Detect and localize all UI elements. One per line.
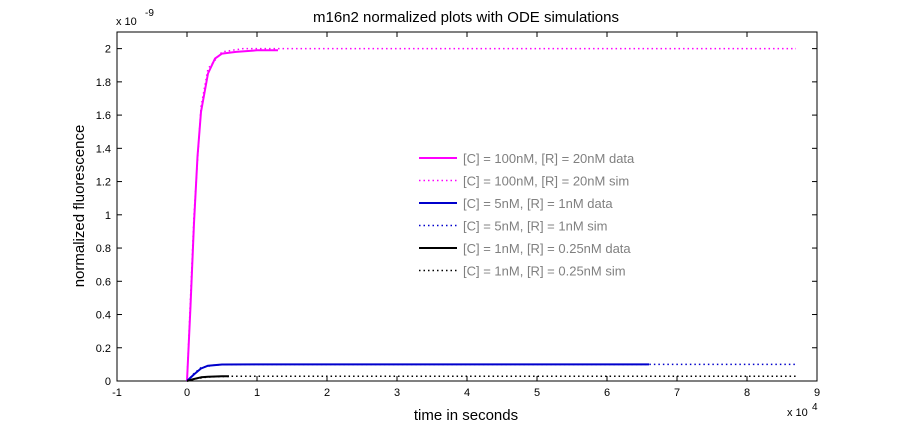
y-tick-label: 0 xyxy=(105,376,111,388)
y-tick-label: 0.4 xyxy=(96,310,111,322)
plot-frame xyxy=(116,31,818,382)
series-line-6 xyxy=(186,375,796,382)
y-tick-label: 1.4 xyxy=(96,143,111,155)
x-tick-label: 7 xyxy=(674,387,680,399)
series-line-4 xyxy=(186,363,796,382)
legend-entry-4: [C] = 5nM, [R] = 1nM sim xyxy=(463,219,608,234)
y-tick-label: 1.6 xyxy=(96,110,111,122)
x-axis-label: time in seconds xyxy=(414,407,518,424)
y-tick-label: 1 xyxy=(105,210,111,222)
x-tick-label: 1 xyxy=(254,387,260,399)
x-axis: -1 0 1 2 3 4 5 6 7 8 9 xyxy=(112,32,820,399)
y-axis-label: normalized fluorescence xyxy=(71,125,88,288)
x-tick-label: 5 xyxy=(534,387,540,399)
x-tick-label: 6 xyxy=(604,387,610,399)
x-tick-label: 3 xyxy=(394,387,400,399)
y-tick-label: 0.2 xyxy=(96,343,111,355)
x-tick-label: 4 xyxy=(464,387,470,399)
y-axis: 0 0.2 0.4 0.6 0.8 1 1.2 1.4 1.6 1.8 2 xyxy=(96,44,817,388)
y-multiplier: x 10 xyxy=(116,16,137,28)
y-tick-label: 0.6 xyxy=(96,276,111,288)
x-multiplier: x 10 xyxy=(787,407,808,419)
plot-area: -1 0 1 2 3 4 5 6 7 8 9 00.20.40.60.811.21.41.61.82 xyxy=(96,31,820,399)
y-tick-label: 0.8 xyxy=(96,243,111,255)
x-tick-label: -1 xyxy=(112,387,122,399)
legend-entry-1: [C] = 100nM, [R] = 20nM data xyxy=(463,151,635,166)
legend-entry-2: [C] = 100nM, [R] = 20nM sim xyxy=(463,174,629,189)
x-tick-label: 8 xyxy=(744,387,750,399)
legend: [C] = 100nM, [R] = 20nM data [C] = 100nM,… xyxy=(419,151,635,279)
legend-entry-3: [C] = 5nM, [R] = 1nM data xyxy=(463,196,613,211)
x-tick-label: 0 xyxy=(184,387,190,399)
y-tick-label: 1.8 xyxy=(96,77,111,89)
y-tick-label: 1.2 xyxy=(96,177,111,189)
x-multiplier-exponent: 4 xyxy=(812,402,818,413)
legend-entry-5: [C] = 1nM, [R] = 0.25nM data xyxy=(463,241,631,256)
y-multiplier-exponent: -9 xyxy=(145,8,154,19)
chart-title: m16n2 normalized plots with ODE simulati… xyxy=(313,9,619,26)
legend-entry-6: [C] = 1nM, [R] = 0.25nM sim xyxy=(463,264,626,279)
y-tick-label: 2 xyxy=(105,44,111,56)
series-line-1 xyxy=(186,49,278,382)
x-tick-label: 2 xyxy=(324,387,330,399)
series-layer xyxy=(186,47,796,382)
series-line-3 xyxy=(186,363,649,382)
x-tick-label: 9 xyxy=(814,387,820,399)
